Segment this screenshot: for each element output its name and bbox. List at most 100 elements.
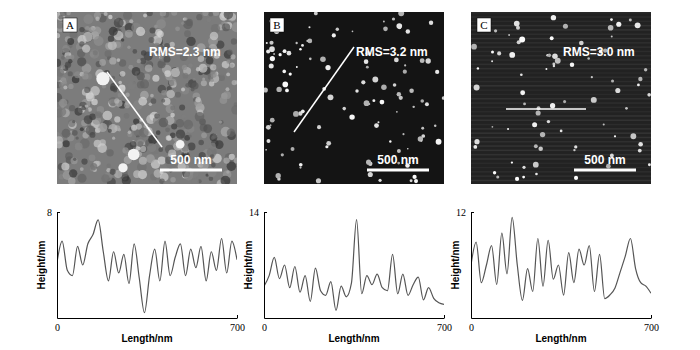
y-axis-line	[264, 213, 265, 319]
texture-dot	[196, 97, 201, 102]
texture-dot	[58, 15, 63, 20]
y-axis-title: Height/nm	[243, 240, 254, 289]
texture-dot	[150, 94, 154, 98]
texture-dot	[183, 120, 193, 130]
texture-dot	[157, 31, 164, 38]
texture-dot	[114, 18, 124, 28]
texture-dot	[336, 28, 339, 31]
texture-stripe	[471, 141, 651, 143]
texture-dot	[79, 27, 84, 32]
texture-dot	[170, 177, 175, 182]
panel: CRMS=3.0 nm500 nm070012Length/nmHeight/n…	[450, 12, 659, 344]
texture-dot	[638, 77, 642, 81]
texture-dot	[191, 87, 195, 91]
texture-dot	[207, 18, 212, 23]
texture-dot	[226, 60, 230, 64]
texture-dot	[293, 111, 299, 117]
texture-dot	[425, 102, 429, 106]
panel-label-box	[477, 18, 491, 32]
texture-dot	[522, 166, 525, 169]
texture-dot	[270, 124, 272, 126]
texture-dot	[299, 163, 303, 167]
texture-dot	[82, 73, 88, 79]
x-tick-mark	[237, 315, 238, 318]
texture-dot	[224, 12, 233, 19]
texture-dot	[72, 120, 75, 123]
texture-dot	[77, 57, 86, 66]
texture-dot	[291, 147, 295, 151]
texture-stripe	[471, 98, 651, 100]
texture-dot	[85, 104, 88, 107]
texture-dot	[138, 97, 147, 106]
texture-dot	[301, 44, 304, 47]
x-tick-label: 700	[230, 322, 245, 333]
texture-stripe	[471, 167, 651, 169]
texture-dot	[491, 60, 493, 62]
texture-dot	[538, 147, 542, 151]
texture-dot	[325, 65, 330, 70]
texture-dot	[364, 100, 370, 106]
panel-label: C	[480, 19, 487, 31]
texture-dot	[68, 177, 76, 184]
texture-dot	[62, 129, 71, 138]
texture-dot	[85, 26, 90, 31]
texture-dot	[89, 27, 94, 32]
texture-dot	[550, 103, 555, 108]
texture-dot	[101, 174, 110, 183]
y-tick-label: 14	[249, 207, 259, 218]
texture-dot	[269, 46, 275, 52]
texture-dot	[523, 103, 526, 106]
texture-dot	[118, 81, 122, 85]
texture-dot	[301, 110, 305, 114]
texture-stripe	[471, 42, 651, 44]
texture-dot	[285, 89, 289, 93]
texture-dot	[320, 57, 326, 63]
texture-dot	[282, 70, 286, 74]
x-axis: 0700	[55, 315, 245, 333]
texture-dot	[507, 128, 509, 130]
texture-dot	[156, 130, 161, 135]
texture-stripe	[471, 180, 651, 182]
x-axis-line	[265, 318, 445, 319]
texture-dot	[68, 120, 75, 127]
texture-dot	[229, 64, 233, 68]
x-tick-label: 0	[262, 322, 267, 333]
x-axis-title: Length/nm	[121, 333, 172, 344]
texture-stripe	[471, 128, 651, 130]
afm-image	[264, 12, 444, 184]
texture-dot	[614, 135, 616, 137]
texture-dot	[515, 177, 519, 181]
texture-dot	[289, 72, 292, 75]
texture-dot	[404, 64, 406, 66]
texture-dot	[181, 87, 185, 91]
texture-dot	[86, 93, 95, 102]
texture-stripe	[471, 102, 651, 104]
texture-stripe	[471, 132, 651, 134]
texture-dot	[209, 12, 214, 17]
texture-dot	[133, 170, 141, 178]
texture-dot	[314, 12, 318, 15]
texture-dot	[231, 38, 237, 44]
texture-dot	[221, 176, 231, 184]
texture-dot	[536, 110, 541, 115]
panel-label-box	[270, 18, 284, 32]
texture-dot	[282, 82, 288, 88]
texture-dot	[82, 44, 90, 52]
texture-dot	[137, 59, 141, 63]
profile-line	[57, 220, 237, 313]
texture-dot	[548, 54, 552, 58]
y-tick-mark	[471, 212, 474, 213]
texture-dot	[84, 87, 90, 93]
texture-dot	[383, 21, 385, 23]
texture-dot	[139, 157, 147, 165]
texture-dot	[145, 64, 152, 71]
texture-dot	[281, 153, 284, 156]
texture-dot	[396, 111, 398, 113]
texture-dot	[151, 98, 157, 104]
image-background	[471, 12, 651, 184]
texture-dot	[493, 171, 496, 174]
x-tick: 700	[437, 315, 452, 333]
texture-dot	[201, 80, 207, 86]
texture-stripe	[471, 145, 651, 147]
texture-stripe	[471, 137, 651, 139]
